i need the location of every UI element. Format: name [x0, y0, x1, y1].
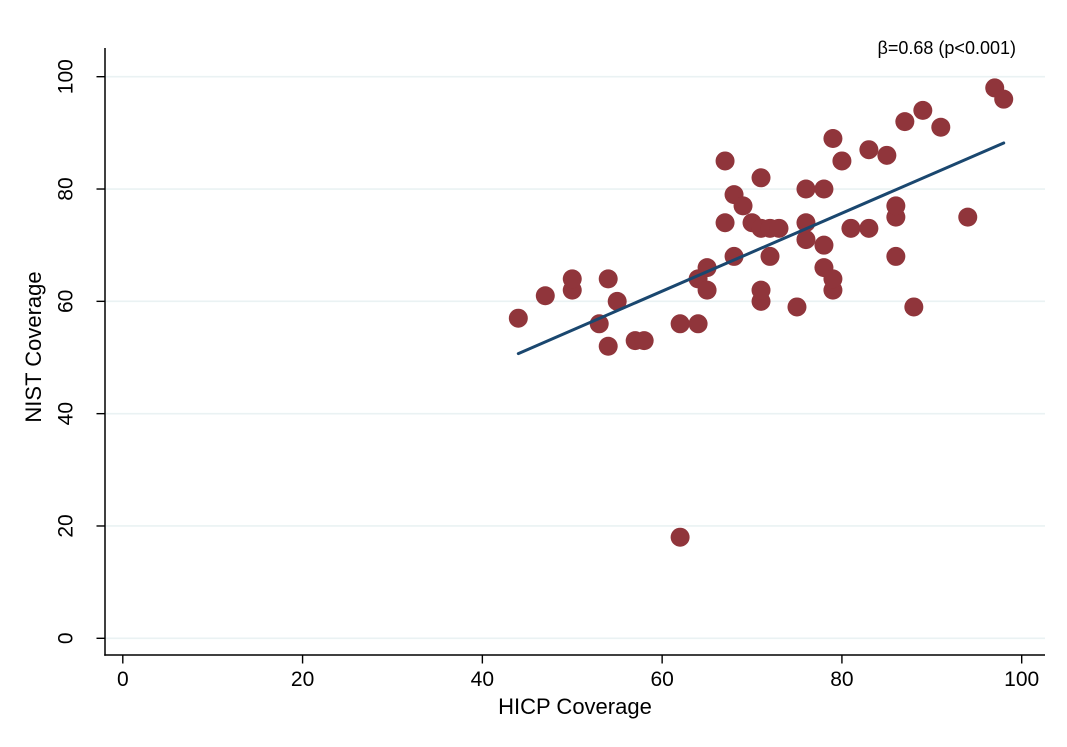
y-tick-label: 60	[55, 290, 78, 313]
scatter-point	[769, 218, 789, 238]
scatter-point	[688, 314, 708, 334]
scatter-point	[814, 179, 834, 199]
x-tick-label: 20	[291, 668, 314, 691]
scatter-point	[634, 331, 654, 351]
scatter-point	[535, 286, 555, 306]
scatter-point	[895, 112, 915, 132]
scatter-point	[733, 196, 753, 216]
y-tick-label: 0	[55, 632, 78, 644]
x-tick-label: 0	[117, 668, 129, 691]
scatter-point	[859, 140, 879, 160]
scatter-point	[508, 308, 528, 328]
x-tick-label: 60	[650, 668, 673, 691]
scatter-point	[841, 218, 861, 238]
scatter-point	[904, 297, 924, 317]
x-tick-label: 40	[471, 668, 494, 691]
scatter-point	[796, 230, 816, 250]
scatter-point	[886, 246, 906, 266]
scatter-point	[886, 196, 906, 216]
scatter-point	[760, 246, 780, 266]
scatter-point	[877, 145, 897, 165]
scatter-point	[823, 128, 843, 148]
scatter-point	[562, 269, 582, 289]
x-tick-label: 100	[1004, 668, 1039, 691]
scatter-point	[715, 213, 735, 233]
y-tick-label: 20	[55, 514, 78, 537]
y-axis-title: NIST Coverage	[21, 271, 46, 423]
scatter-point	[751, 280, 771, 300]
scatter-point	[994, 89, 1014, 109]
scatter-point	[697, 280, 717, 300]
scatter-point	[913, 100, 933, 120]
scatter-point	[787, 297, 807, 317]
scatter-point	[715, 151, 735, 171]
scatter-point	[751, 168, 771, 188]
scatter-point	[607, 291, 627, 311]
y-tick-label: 100	[55, 59, 78, 94]
scatter-point	[958, 207, 978, 227]
scatter-point	[814, 235, 834, 255]
scatter-point	[796, 179, 816, 199]
scatter-point	[931, 117, 951, 137]
y-tick-label: 40	[55, 402, 78, 425]
trend-line	[516, 141, 1006, 356]
scatter-point	[598, 269, 618, 289]
x-tick-label: 80	[830, 668, 853, 691]
scatter-point	[670, 314, 690, 334]
scatter-point	[823, 269, 843, 289]
regression-stats-label: β=0.68 (p<0.001)	[877, 38, 1016, 58]
scatter-point	[859, 218, 879, 238]
scatter-point	[598, 336, 618, 356]
x-axis-title: HICP Coverage	[498, 694, 652, 719]
scatter-point	[670, 527, 690, 547]
y-tick-label: 80	[55, 177, 78, 200]
scatter-point	[832, 151, 852, 171]
